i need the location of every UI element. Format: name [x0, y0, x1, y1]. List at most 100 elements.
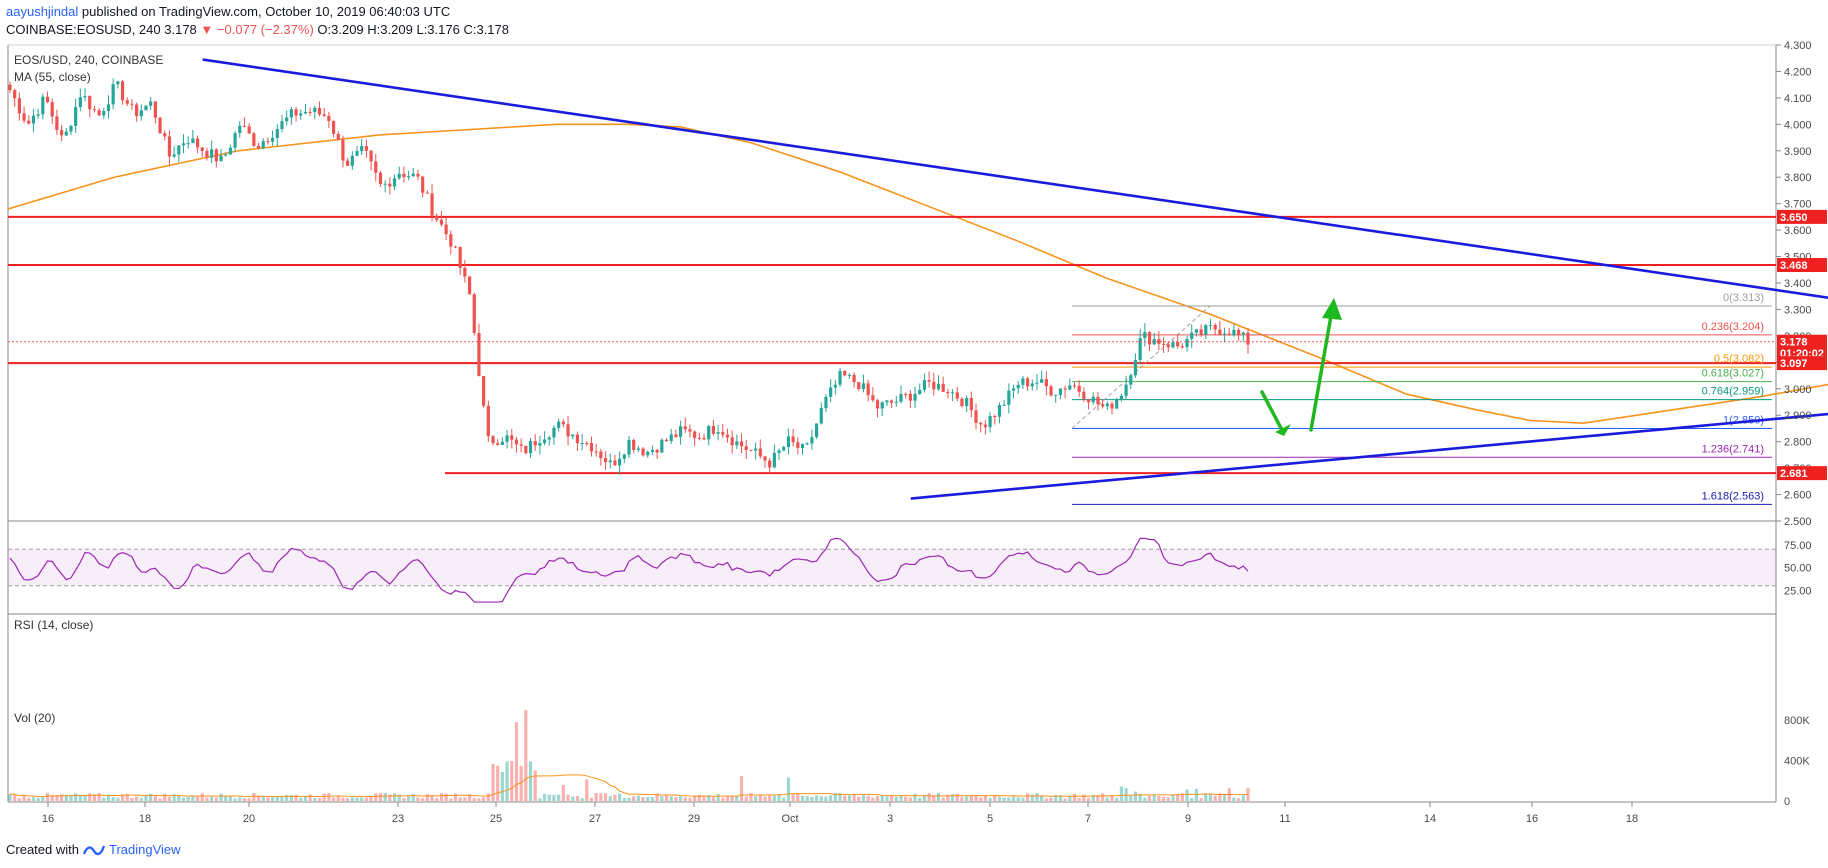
candle-up [950, 392, 955, 394]
volume-bar [214, 797, 218, 801]
candle-up [1058, 388, 1063, 395]
candle-up [1105, 403, 1109, 407]
candle-up [275, 128, 279, 139]
candle-down [317, 107, 322, 115]
volume-bar [664, 794, 669, 801]
volume-bar [1016, 797, 1020, 801]
x-tick-label: 9 [1185, 813, 1191, 825]
x-tick-label: 20 [243, 813, 255, 825]
candle-down [8, 84, 12, 91]
candle-up [355, 151, 359, 156]
candle-up [64, 131, 68, 136]
volume-bar [936, 792, 941, 801]
x-tick-label: 3 [887, 813, 893, 825]
volume-bar [599, 793, 603, 801]
candle-down [467, 276, 472, 295]
trendlines [202, 58, 1828, 500]
candle-up [303, 111, 308, 114]
candle-up [186, 143, 190, 145]
candle-up [31, 115, 36, 124]
price-label-text: 3.178 [1780, 337, 1808, 349]
candle-down [214, 149, 218, 162]
candle-up [814, 423, 819, 438]
volume-bar [153, 796, 157, 801]
volume-bar [313, 798, 317, 801]
down-triangle-icon: ▼ [200, 22, 214, 37]
volume-bar [336, 795, 340, 801]
ma-55-line [7, 123, 1828, 424]
candle-up [880, 402, 884, 409]
candle-up [397, 173, 401, 179]
volume-bar [388, 794, 392, 801]
volume-bar [772, 795, 776, 801]
candle-up [238, 125, 242, 134]
candle-up [74, 107, 78, 126]
volume-bar [350, 797, 354, 801]
volume-bar [749, 792, 753, 801]
candle-up [538, 443, 542, 446]
volume-bar [41, 796, 45, 801]
candle-up [299, 113, 303, 116]
high-value: H:3.209 [367, 22, 413, 37]
volume-bar [482, 797, 486, 801]
volume-bar [247, 798, 251, 801]
publish-text: published on TradingView.com, October 10… [78, 4, 451, 19]
volume-bar [458, 797, 462, 801]
candle-up [289, 109, 293, 118]
volume-bar [1096, 795, 1100, 801]
candle-up [1068, 385, 1072, 390]
volume-bar [1119, 786, 1123, 801]
candle-up [1035, 382, 1039, 384]
volume-bar [655, 793, 659, 801]
price-label-box [1777, 356, 1827, 371]
volume-bar [993, 794, 997, 801]
candle-down [768, 460, 772, 468]
close-value: C:3.178 [463, 22, 510, 37]
trendline [910, 412, 1828, 500]
candle-down [378, 172, 383, 184]
fib-level-label: 0(3.313) [1723, 292, 1764, 304]
volume-bar [894, 796, 898, 801]
volume-bar [139, 798, 143, 801]
volume-bar [1166, 797, 1170, 801]
author-link[interactable]: aayushjindal [6, 4, 79, 19]
volume-bar [195, 796, 200, 801]
volume-bar [13, 794, 17, 801]
candle-up [1021, 378, 1025, 385]
volume-bar [688, 797, 692, 801]
volume-bar [1011, 796, 1016, 801]
candle-down [308, 111, 312, 113]
volume-bar [69, 795, 73, 801]
candle-down [153, 101, 157, 118]
volume-bar [786, 777, 791, 801]
volume-bar [285, 794, 289, 801]
volume-bar [847, 795, 852, 801]
last-price: 3.178 [164, 22, 197, 37]
candle-down [1082, 391, 1086, 400]
volume-bar [331, 797, 336, 801]
candle-up [650, 449, 655, 452]
candle-up [646, 451, 650, 456]
volume-bar [1068, 795, 1072, 801]
candle-down [195, 138, 200, 148]
candle-down [1025, 378, 1030, 387]
candle-down [421, 176, 425, 193]
candle-down [369, 150, 373, 162]
candle-down [1044, 379, 1048, 387]
candle-down [402, 173, 406, 178]
volume-bar [538, 798, 542, 801]
tradingview-link[interactable]: TradingView [108, 842, 181, 857]
candle-down [510, 435, 514, 440]
volume-bar [22, 794, 26, 801]
candle-up [350, 155, 354, 166]
volume-bar [636, 795, 640, 801]
candle-down [594, 451, 598, 453]
candle-up [936, 383, 941, 390]
volume-bar [1237, 798, 1241, 801]
volume-bar [31, 797, 36, 801]
up-arrow-head [1322, 298, 1342, 320]
candle-up [988, 416, 992, 428]
volume-bar [149, 793, 153, 801]
candle-up [899, 393, 903, 402]
